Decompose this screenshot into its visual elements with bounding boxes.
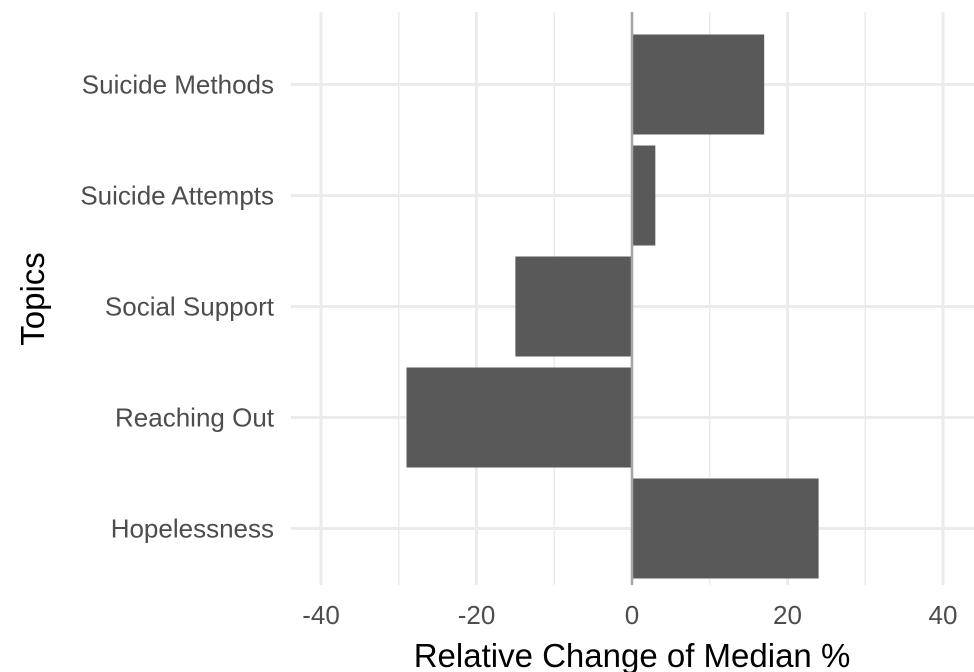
bar: [632, 145, 656, 246]
bar: [515, 256, 632, 357]
y-tick-label: Reaching Out: [115, 403, 275, 433]
x-tick-label: -40: [302, 600, 340, 630]
bar: [406, 367, 632, 468]
x-tick-label: -20: [458, 600, 496, 630]
y-tick-label: Suicide Methods: [82, 70, 274, 100]
x-tick-labels: -40 -20 0 20 40: [302, 600, 957, 630]
bars: [406, 34, 819, 579]
x-tick-label: 0: [625, 600, 639, 630]
x-axis-title: Relative Change of Median %: [414, 637, 851, 672]
bar: [632, 34, 765, 135]
y-tick-label: Social Support: [105, 292, 275, 322]
x-tick-label: 20: [773, 600, 802, 630]
bar: [632, 478, 819, 579]
y-tick-label: Hopelessness: [111, 514, 274, 544]
y-tick-label: Suicide Attempts: [80, 181, 274, 211]
y-axis-title: Topics: [14, 252, 51, 346]
y-tick-labels: Hopelessness Reaching Out Social Support Su…: [80, 70, 274, 544]
x-tick-label: 40: [929, 600, 958, 630]
